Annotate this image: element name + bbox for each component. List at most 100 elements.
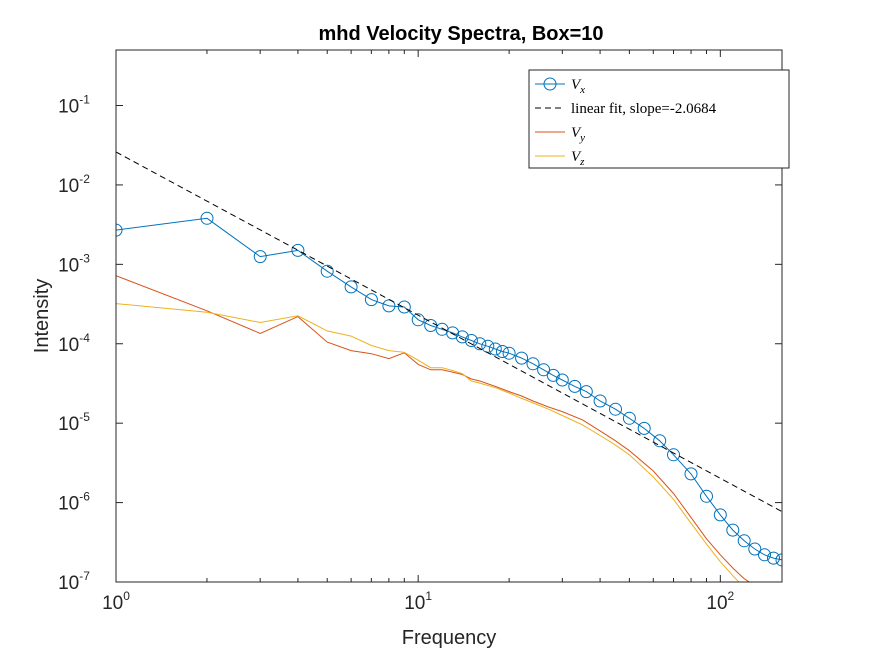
legend-label-vx: Vx xyxy=(571,77,585,96)
y-tick-base: 10 xyxy=(58,573,79,594)
series-line-vx xyxy=(116,217,782,561)
series-line-vy xyxy=(116,275,751,582)
y-tick-exp: -5 xyxy=(79,410,90,424)
data-point-vx xyxy=(253,250,267,264)
data-point-vx xyxy=(726,523,740,537)
y-tick-base: 10 xyxy=(58,176,79,197)
data-point-vx xyxy=(455,330,469,344)
x-tick-base: 10 xyxy=(404,593,425,614)
y-tick-label: 10-7 xyxy=(58,569,90,594)
y-tick-exp: -1 xyxy=(79,93,90,107)
y-tick-label: 10-3 xyxy=(58,251,90,276)
data-point-vx xyxy=(593,394,607,408)
x-tick-base: 10 xyxy=(706,593,727,614)
data-point-vx xyxy=(488,342,502,356)
series-vy xyxy=(116,275,751,582)
legend-marker-vx xyxy=(543,77,557,91)
x-tick-exp: 0 xyxy=(123,589,130,603)
y-tick-label: 10-1 xyxy=(58,93,90,118)
legend-item-vy: Vy xyxy=(535,125,585,144)
y-tick-label: 10-2 xyxy=(58,172,90,197)
legend-subscript: y xyxy=(579,132,585,144)
legend-box xyxy=(528,69,790,169)
data-point-vx xyxy=(737,534,751,548)
data-point-vx xyxy=(116,223,123,237)
data-point-vx xyxy=(200,211,214,225)
data-point-vx xyxy=(344,280,358,294)
data-point-vx xyxy=(758,548,771,562)
legend-name: V xyxy=(571,77,582,93)
data-point-vx xyxy=(473,337,487,351)
series-vz xyxy=(116,303,740,582)
legend-name: V xyxy=(571,149,582,165)
x-axis-label: Frequency xyxy=(402,627,497,649)
series-layer xyxy=(116,151,782,582)
y-tick-exp: -2 xyxy=(79,172,90,186)
y-tick-exp: -7 xyxy=(79,569,90,583)
legend-name: linear fit, slope=-2.0684 xyxy=(571,101,717,117)
y-tick-base: 10 xyxy=(58,414,79,435)
data-point-vx xyxy=(446,326,460,340)
legend-name: V xyxy=(571,125,582,141)
data-point-vx xyxy=(609,402,622,416)
data-point-vx xyxy=(713,508,727,522)
data-point-vx xyxy=(364,293,378,307)
y-tick-exp: -6 xyxy=(79,490,90,504)
x-tick-exp: 2 xyxy=(728,589,735,603)
data-point-vx xyxy=(495,345,509,358)
data-point-vx xyxy=(748,542,762,556)
x-tick-exp: 1 xyxy=(425,589,432,603)
data-point-vx xyxy=(579,385,593,399)
y-tick-base: 10 xyxy=(58,255,79,276)
data-point-vx xyxy=(555,373,569,387)
y-tick-label: 10-6 xyxy=(58,490,90,515)
legend-item-vz: Vz xyxy=(535,149,585,168)
data-point-vx xyxy=(537,363,551,377)
data-point-vx xyxy=(397,300,411,314)
data-point-vx xyxy=(411,313,425,327)
data-point-vx xyxy=(622,411,636,425)
y-tick-exp: -4 xyxy=(79,331,90,345)
data-point-vx xyxy=(684,467,698,481)
y-tick-base: 10 xyxy=(58,494,79,515)
data-point-vx xyxy=(700,489,713,503)
x-tick-label: 102 xyxy=(706,589,734,614)
data-point-vx xyxy=(502,346,516,360)
legend-label-vy: Vy xyxy=(571,125,585,144)
plot-frame xyxy=(115,49,783,583)
data-point-vx xyxy=(515,351,529,365)
data-point-vx xyxy=(667,448,680,462)
legend-label-vz: Vz xyxy=(571,149,585,168)
legend-label-fit: linear fit, slope=-2.0684 xyxy=(571,101,717,117)
data-point-vx xyxy=(526,357,540,371)
y-tick-base: 10 xyxy=(58,97,79,118)
x-tick-label: 101 xyxy=(404,589,432,614)
y-tick-base: 10 xyxy=(58,335,79,356)
data-point-vx xyxy=(320,264,334,278)
x-tick-base: 10 xyxy=(102,593,123,614)
data-point-vx xyxy=(464,334,478,347)
data-point-vx xyxy=(546,368,560,382)
legend-subscript: x xyxy=(579,84,585,96)
data-point-vx xyxy=(568,379,582,393)
series-line-fit xyxy=(116,151,782,513)
data-point-vx xyxy=(775,553,782,567)
legend-subscript: z xyxy=(579,156,585,168)
x-tick-label: 100 xyxy=(102,589,130,614)
series-line-vz xyxy=(116,303,740,582)
series-fit xyxy=(116,151,782,513)
legend-item-fit: linear fit, slope=-2.0684 xyxy=(535,101,717,117)
data-point-vx xyxy=(291,243,305,257)
y-tick-label: 10-4 xyxy=(58,331,90,356)
series-vx xyxy=(116,211,782,567)
chart-title: mhd Velocity Spectra, Box=10 xyxy=(318,23,603,45)
data-point-vx xyxy=(767,551,780,565)
y-tick-exp: -3 xyxy=(79,251,90,265)
data-point-vx xyxy=(653,434,667,448)
